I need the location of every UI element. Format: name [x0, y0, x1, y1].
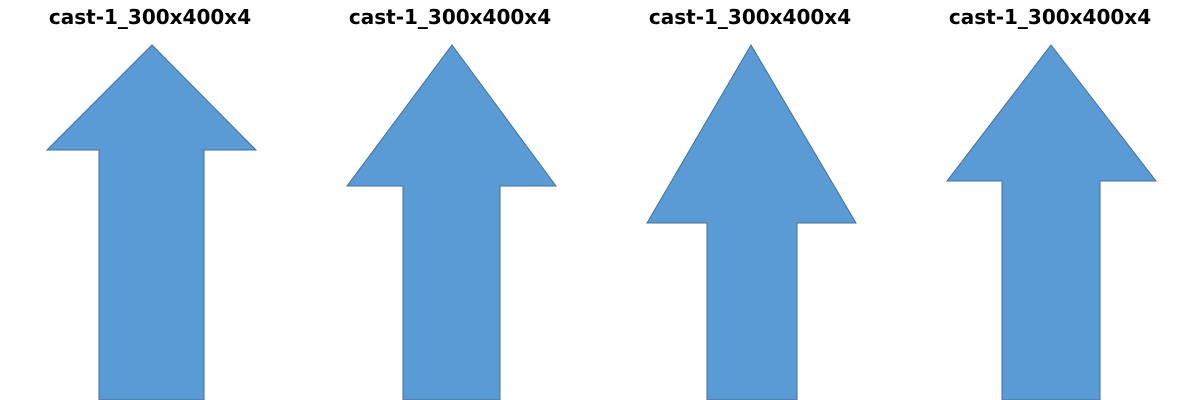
- panel-title: cast-1_300x400x4: [648, 5, 852, 29]
- up-arrow-icon: [945, 44, 1158, 400]
- panel-1: cast-1_300x400x4: [0, 0, 300, 400]
- up-arrow-icon: [45, 44, 258, 400]
- panel-title: cast-1_300x400x4: [48, 5, 252, 29]
- panel-4: cast-1_300x400x4: [900, 0, 1200, 400]
- panel-title: cast-1_300x400x4: [948, 5, 1152, 29]
- up-arrow-icon: [346, 44, 557, 400]
- panel-title: cast-1_300x400x4: [348, 5, 552, 29]
- panel-3: cast-1_300x400x4: [600, 0, 900, 400]
- panel-2: cast-1_300x400x4: [300, 0, 600, 400]
- up-arrow-icon: [646, 44, 857, 400]
